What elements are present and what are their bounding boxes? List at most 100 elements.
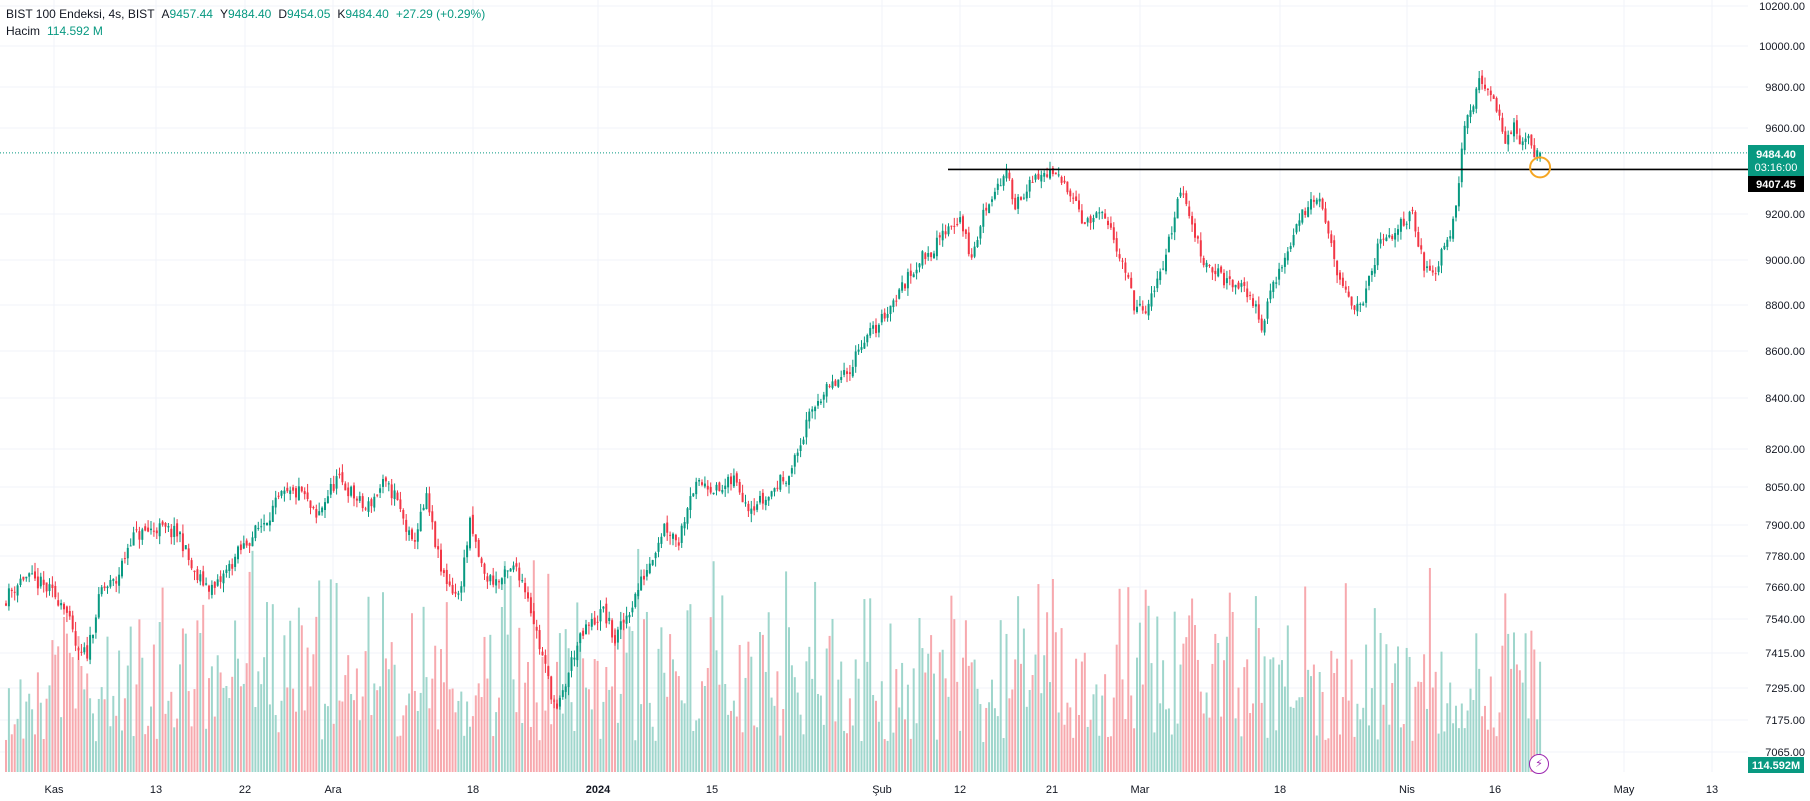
volume-bar: [1515, 664, 1518, 772]
volume-bar: [1086, 726, 1089, 772]
volume-bar: [573, 730, 576, 772]
time-tick-label: 18: [1274, 784, 1286, 796]
candle-body: [996, 183, 999, 190]
candle-body: [759, 495, 761, 503]
candle-body: [103, 586, 106, 589]
volume-bar: [880, 681, 883, 772]
candle-body: [495, 579, 498, 586]
candle-body: [941, 230, 944, 241]
volume-bar: [463, 735, 466, 772]
volume-bar: [1049, 682, 1051, 772]
candle-body: [1257, 304, 1260, 320]
price-axis[interactable]: 10200.00 10000.00 9800.00 9600.00 9200.00 900…: [1759, 1, 1805, 759]
volume-bar: [144, 734, 147, 772]
candle-body: [799, 445, 802, 451]
candle-body: [167, 526, 170, 528]
candle-body: [498, 581, 500, 583]
volume-bar: [454, 712, 457, 772]
volume-bar: [1109, 736, 1112, 772]
volume-bar: [582, 658, 585, 772]
candle-body: [231, 564, 234, 569]
volume-bar: [996, 716, 999, 772]
time-axis[interactable]: Kas 13 22 Ara 18 2024 15 Şub 12 21 Mar 18 Nis 16 May 13: [45, 784, 1719, 796]
candle-body: [1536, 150, 1539, 157]
price-tick-label: 8400.00: [1765, 393, 1805, 405]
candle-body: [1269, 290, 1272, 300]
candle-body: [605, 603, 608, 624]
volume-bar: [1141, 684, 1144, 772]
volume-bar: [1072, 737, 1075, 772]
volume-bar: [274, 715, 277, 772]
candle-body: [1446, 239, 1449, 247]
volume-bar: [503, 561, 506, 772]
volume-bar: [1330, 650, 1333, 772]
volume-bar: [973, 659, 976, 772]
volume-bar: [1028, 689, 1031, 772]
candle-body: [176, 523, 179, 537]
volume-bar: [735, 716, 738, 772]
candle-body: [837, 379, 840, 387]
volume-bar: [527, 661, 529, 772]
volume-bar: [234, 620, 237, 772]
candle-body: [727, 476, 730, 488]
volume-bar: [315, 616, 318, 772]
volume-bar: [785, 571, 788, 772]
volume-bar: [167, 700, 170, 772]
volume-bar: [625, 652, 628, 772]
volume-bar: [1304, 586, 1307, 772]
volume-bar: [669, 634, 672, 772]
candle-body: [1417, 232, 1420, 247]
volume-bar: [622, 621, 625, 772]
volume-bar: [341, 701, 344, 772]
candle-body: [344, 483, 347, 491]
candle-body: [222, 573, 225, 584]
volume-bar: [411, 613, 413, 772]
volume-bar: [379, 686, 382, 772]
candle-body: [1260, 318, 1263, 331]
candle-body: [645, 570, 648, 577]
volume-bar: [1078, 714, 1080, 772]
candle-body: [1179, 192, 1182, 197]
volume-bar: [1051, 578, 1054, 772]
candle-body: [399, 499, 402, 510]
volume-bar: [445, 602, 448, 772]
candle-body: [431, 511, 434, 523]
volume-bar: [1492, 727, 1495, 772]
candle-body: [396, 492, 399, 501]
candle-body: [904, 284, 906, 289]
candle-body: [425, 493, 428, 510]
volume-bar: [483, 636, 486, 772]
candle-body: [683, 521, 686, 529]
volume-bar: [170, 691, 173, 772]
candle-body: [1533, 145, 1536, 158]
volume-bar: [840, 661, 843, 772]
volume-bar: [1112, 697, 1115, 772]
candle-body: [1281, 267, 1283, 269]
volume-bar: [413, 690, 416, 772]
candle-body: [428, 493, 431, 513]
price-tick-label: 7780.00: [1765, 551, 1805, 563]
volume-bar: [190, 726, 193, 772]
candle-body: [373, 496, 376, 508]
candle-body: [216, 579, 219, 586]
candle-body: [1486, 88, 1489, 91]
price-tick-label: 7900.00: [1765, 520, 1805, 532]
candle-body: [338, 473, 341, 476]
candle-body: [1411, 209, 1414, 211]
volume-bar: [309, 686, 312, 772]
candle-body: [1246, 288, 1249, 298]
volume-bar: [199, 632, 202, 772]
volume-bar: [518, 627, 521, 772]
volume-bar: [645, 611, 648, 772]
volume-bar: [355, 668, 358, 772]
candle-body: [1263, 320, 1266, 333]
lightning-icon[interactable]: ⚡: [1529, 754, 1549, 774]
volume-bar: [701, 681, 703, 772]
candle-body: [1428, 265, 1431, 271]
candle-body: [245, 540, 248, 546]
candle-body: [579, 633, 582, 644]
candle-body: [1104, 213, 1107, 219]
candle-body: [1452, 218, 1455, 239]
volume-bar: [770, 697, 773, 772]
